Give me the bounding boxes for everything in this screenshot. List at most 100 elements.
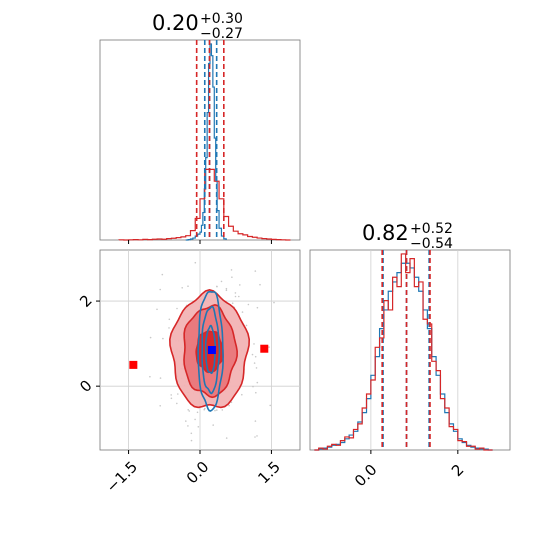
y-tick-label: 0: [76, 376, 95, 395]
scatter-point: [251, 353, 254, 356]
scatter-point: [187, 425, 189, 427]
scatter-point: [197, 426, 200, 428]
scatter-point: [176, 402, 178, 405]
scatter-point: [255, 391, 257, 394]
contour-level-blue: [201, 305, 221, 395]
scatter-point: [225, 287, 228, 290]
scatter-point: [254, 436, 256, 438]
scatter-point: [239, 284, 241, 286]
panel-bottom-right-title-lower: −0.54: [410, 236, 453, 252]
scatter-point: [190, 439, 193, 442]
scatter-point: [168, 327, 170, 329]
scatter-point: [176, 307, 178, 310]
scatter-point: [256, 381, 259, 384]
scatter-point: [269, 404, 272, 407]
scatter-point: [254, 355, 257, 358]
scatter-point: [255, 367, 258, 369]
scatter-point: [256, 435, 258, 437]
scatter-point: [238, 295, 240, 298]
panel-bottom-right-title-upper: +0.52: [410, 221, 453, 237]
panel-bottom-right-grid: [370, 250, 459, 450]
scatter-point: [256, 306, 259, 309]
histogram-series-1: [118, 168, 291, 241]
scatter-point: [214, 409, 216, 412]
panel-bottom-right: 0.0 2 0.82 +0.52 −0.54: [309, 221, 511, 491]
panel-bottom-right-histograms: [314, 253, 493, 451]
panel-top-left-title-upper: +0.30: [200, 11, 243, 27]
scatter-point: [231, 276, 233, 279]
scatter-point: [156, 308, 158, 311]
scatter-point: [190, 432, 193, 435]
scatter-point: [168, 318, 171, 321]
panel-bottom-left: −1.5 0.0 1.5 0 2: [76, 245, 301, 496]
panel-bottom-right-frame: [309, 249, 511, 451]
marker: [207, 346, 216, 354]
scatter-point: [181, 287, 183, 289]
scatter-point: [268, 346, 270, 348]
panel-top-left-ticks: [128, 240, 272, 244]
scatter-point: [159, 288, 161, 291]
scatter-point: [138, 477, 140, 479]
x-tick-label: 1.5: [254, 458, 284, 488]
scatter-point: [216, 409, 218, 411]
scatter-point: [194, 261, 197, 264]
scatter-point: [254, 420, 257, 422]
scatter-point: [170, 394, 172, 396]
panel-bottom-left-markers: [129, 344, 269, 369]
panel-bottom-right-ticks: 0.0 2: [351, 450, 467, 491]
panel-bottom-right-title-value: 0.82: [362, 221, 409, 245]
scatter-point: [159, 377, 162, 379]
scatter-point: [221, 409, 224, 411]
scatter-point: [252, 385, 254, 388]
scatter-point: [231, 302, 234, 305]
scatter-point: [247, 303, 250, 306]
x-tick-label: 0.0: [351, 461, 381, 491]
y-tick-label: 2: [76, 291, 95, 310]
scatter-point: [203, 408, 205, 411]
scatter-point: [225, 289, 228, 292]
scatter-point: [230, 401, 233, 404]
histogram-series-1: [314, 253, 493, 451]
scatter-point: [245, 324, 248, 327]
marker: [260, 344, 269, 353]
panel-top-left-quantile-lines: [195, 40, 225, 240]
scatter-point: [185, 420, 187, 422]
scatter-point: [253, 362, 256, 364]
x-tick-label: 2: [448, 461, 467, 480]
contour-level-blue: [197, 290, 224, 412]
panel-top-left-title-lower: −0.27: [200, 26, 243, 42]
scatter-point: [230, 269, 233, 271]
scatter-point: [216, 285, 218, 288]
scatter-point: [149, 336, 152, 339]
panel-top-left-title-value: 0.20: [152, 11, 199, 35]
scatter-point: [149, 375, 151, 378]
x-tick-label: −1.5: [103, 458, 141, 496]
scatter-point: [187, 409, 189, 411]
x-tick-label: 0.0: [183, 458, 213, 488]
scatter-point: [159, 405, 161, 407]
scatter-point: [225, 437, 228, 439]
scatter-point: [188, 410, 191, 412]
scatter-point: [194, 418, 196, 421]
scatter-point: [212, 424, 214, 426]
scatter-point: [187, 285, 189, 288]
scatter-point: [234, 292, 237, 294]
scatter-point: [155, 245, 157, 247]
scatter-point: [259, 283, 261, 286]
scatter-point: [196, 411, 199, 414]
scatter-point: [234, 295, 237, 298]
scatter-point: [254, 270, 257, 272]
scatter-point: [241, 393, 243, 396]
scatter-point: [228, 404, 230, 407]
scatter-point: [170, 397, 173, 400]
scatter-point: [220, 280, 223, 283]
contour-level-blue: [204, 324, 217, 375]
histogram-series-0: [185, 43, 227, 241]
scatter-point: [177, 393, 179, 395]
panel-bottom-right-quantile-lines: [381, 250, 431, 450]
scatter-point: [253, 343, 255, 345]
scatter-point: [241, 311, 244, 313]
marker: [129, 360, 138, 369]
panel-top-left: 0.20 +0.30 −0.27: [99, 11, 301, 244]
